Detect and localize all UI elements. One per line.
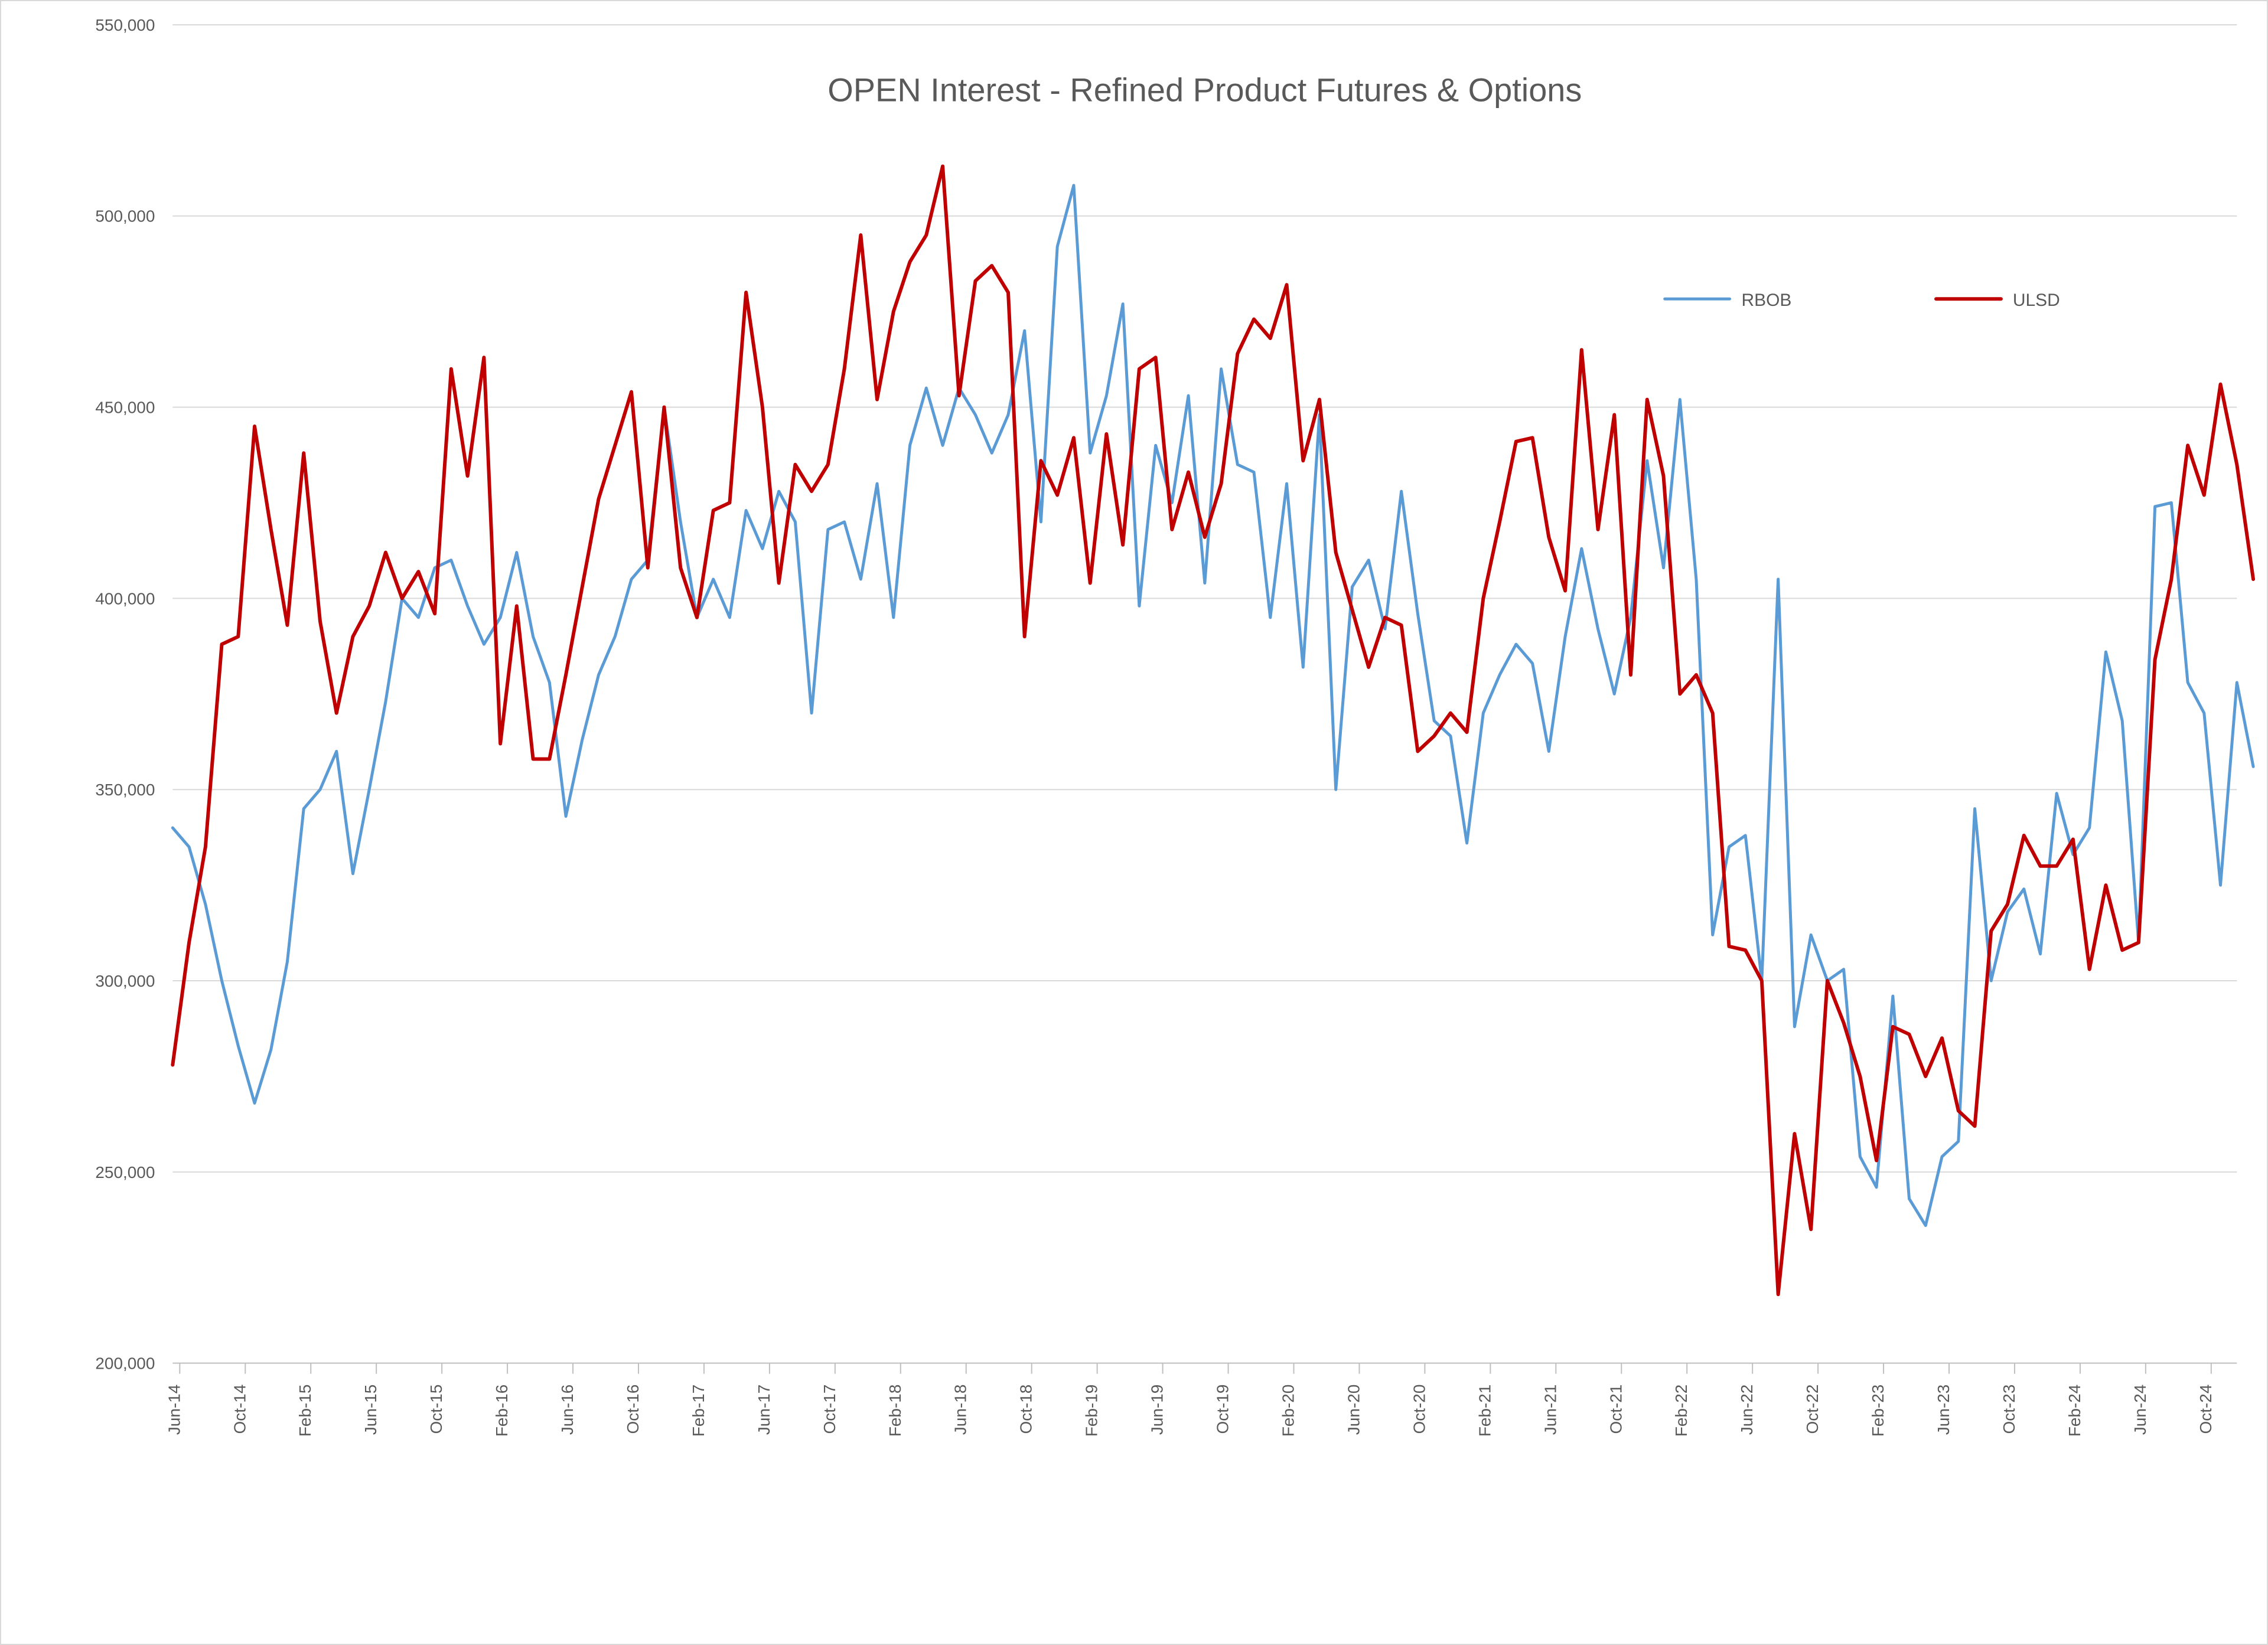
x-tick-label: Oct-16 bbox=[624, 1385, 642, 1434]
x-tick-label: Jun-19 bbox=[1148, 1385, 1166, 1435]
legend-label: ULSD bbox=[2013, 291, 2060, 310]
x-tick-label: Feb-15 bbox=[296, 1385, 314, 1437]
x-tick-label: Jun-15 bbox=[361, 1385, 380, 1435]
y-tick-label: 250,000 bbox=[95, 1163, 155, 1181]
x-tick-label: Jun-16 bbox=[558, 1385, 576, 1435]
x-tick-label: Feb-20 bbox=[1279, 1385, 1298, 1437]
x-tick-label: Oct-14 bbox=[230, 1385, 249, 1434]
x-tick-label: Feb-19 bbox=[1083, 1385, 1101, 1437]
x-tick-label: Jun-18 bbox=[951, 1385, 970, 1435]
y-tick-label: 200,000 bbox=[95, 1354, 155, 1373]
x-tick-label: Oct-19 bbox=[1214, 1385, 1232, 1434]
chart-container: 200,000 250,000 300,000 350,000 400,000 450,0… bbox=[0, 0, 2268, 1645]
x-tick-label: Oct-15 bbox=[427, 1385, 445, 1434]
x-tick-label: Feb-16 bbox=[493, 1385, 511, 1437]
x-tick-label: Oct-22 bbox=[1803, 1385, 1821, 1434]
x-tick-label: Jun-22 bbox=[1738, 1385, 1756, 1435]
x-tick-label: Feb-23 bbox=[1869, 1385, 1887, 1437]
legend-label: RBOB bbox=[1742, 291, 1792, 310]
x-tick-label: Feb-18 bbox=[886, 1385, 904, 1437]
x-tick-label: Oct-23 bbox=[2000, 1385, 2018, 1434]
x-tick-label: Jun-21 bbox=[1541, 1385, 1559, 1435]
chart-background bbox=[2, 1, 2266, 1644]
x-tick-label: Oct-20 bbox=[1410, 1385, 1428, 1434]
chart-svg: 200,000 250,000 300,000 350,000 400,000 450,0… bbox=[1, 1, 2267, 1644]
x-tick-label: Jun-23 bbox=[1934, 1385, 1953, 1435]
x-tick-label: Feb-24 bbox=[2065, 1385, 2084, 1437]
y-tick-label: 550,000 bbox=[95, 16, 155, 34]
y-tick-label: 300,000 bbox=[95, 972, 155, 990]
x-tick-label: Jun-24 bbox=[2131, 1385, 2149, 1435]
y-tick-label: 500,000 bbox=[95, 207, 155, 226]
x-tick-label: Feb-22 bbox=[1672, 1385, 1690, 1437]
y-tick-label: 350,000 bbox=[95, 781, 155, 799]
x-tick-label: Jun-14 bbox=[165, 1385, 183, 1435]
chart-title: OPEN Interest - Refined Product Futures … bbox=[827, 71, 1582, 109]
x-tick-label: Jun-17 bbox=[755, 1385, 773, 1435]
y-tick-label: 450,000 bbox=[95, 399, 155, 417]
x-tick-label: Feb-21 bbox=[1475, 1385, 1494, 1437]
x-tick-label: Jun-20 bbox=[1344, 1385, 1363, 1435]
x-tick-label: Feb-17 bbox=[689, 1385, 708, 1437]
x-tick-label: Oct-18 bbox=[1017, 1385, 1035, 1434]
x-tick-label: Oct-24 bbox=[2197, 1385, 2215, 1434]
x-tick-label: Oct-21 bbox=[1606, 1385, 1625, 1434]
x-tick-label: Oct-17 bbox=[820, 1385, 839, 1434]
y-tick-label: 400,000 bbox=[95, 589, 155, 608]
